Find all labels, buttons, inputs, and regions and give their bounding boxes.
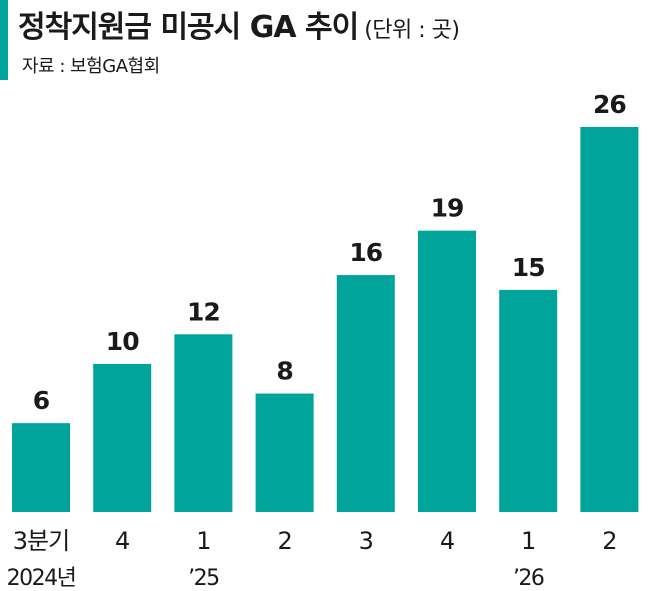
category-label-2: 1 <box>196 527 210 555</box>
value-label-4: 16 <box>349 238 382 267</box>
bar-0 <box>12 423 70 512</box>
bar-7 <box>580 127 639 512</box>
chart-title-text: 정착지원금 미공시 GA 추이 <box>18 10 359 45</box>
bar-6 <box>499 289 558 512</box>
value-label-1: 10 <box>106 327 139 356</box>
bar-2 <box>174 334 233 512</box>
category-label-1: 4 <box>115 527 129 555</box>
bar-5 <box>418 230 476 512</box>
category-label-4: 3 <box>359 527 373 555</box>
value-label-5: 19 <box>431 194 464 223</box>
value-label-3: 8 <box>276 357 292 386</box>
value-label-2: 12 <box>187 297 220 326</box>
value-label-7: 26 <box>593 90 626 119</box>
bar-1 <box>93 363 152 512</box>
category-label-6: 1 <box>521 527 535 555</box>
year-label-0: 2024년 <box>7 566 76 591</box>
title-accent-bar <box>0 0 8 80</box>
value-label-6: 15 <box>512 253 545 282</box>
year-label-1: ’25 <box>188 566 219 591</box>
source-label: 자료 : 보험GA협회 <box>22 56 160 77</box>
chart-title: 정착지원금 미공시 GA 추이 (단위 : 곳) <box>18 2 460 46</box>
year-label-2: ’26 <box>513 566 544 591</box>
category-label-3: 2 <box>277 527 291 555</box>
category-label-0: 3분기 <box>13 527 69 555</box>
category-label-7: 2 <box>602 527 616 555</box>
bar-4 <box>336 275 395 512</box>
category-label-5: 4 <box>440 527 454 555</box>
chart-unit-label: (단위 : 곳) <box>364 18 460 43</box>
bar-3 <box>255 393 314 512</box>
value-label-0: 6 <box>33 386 50 415</box>
